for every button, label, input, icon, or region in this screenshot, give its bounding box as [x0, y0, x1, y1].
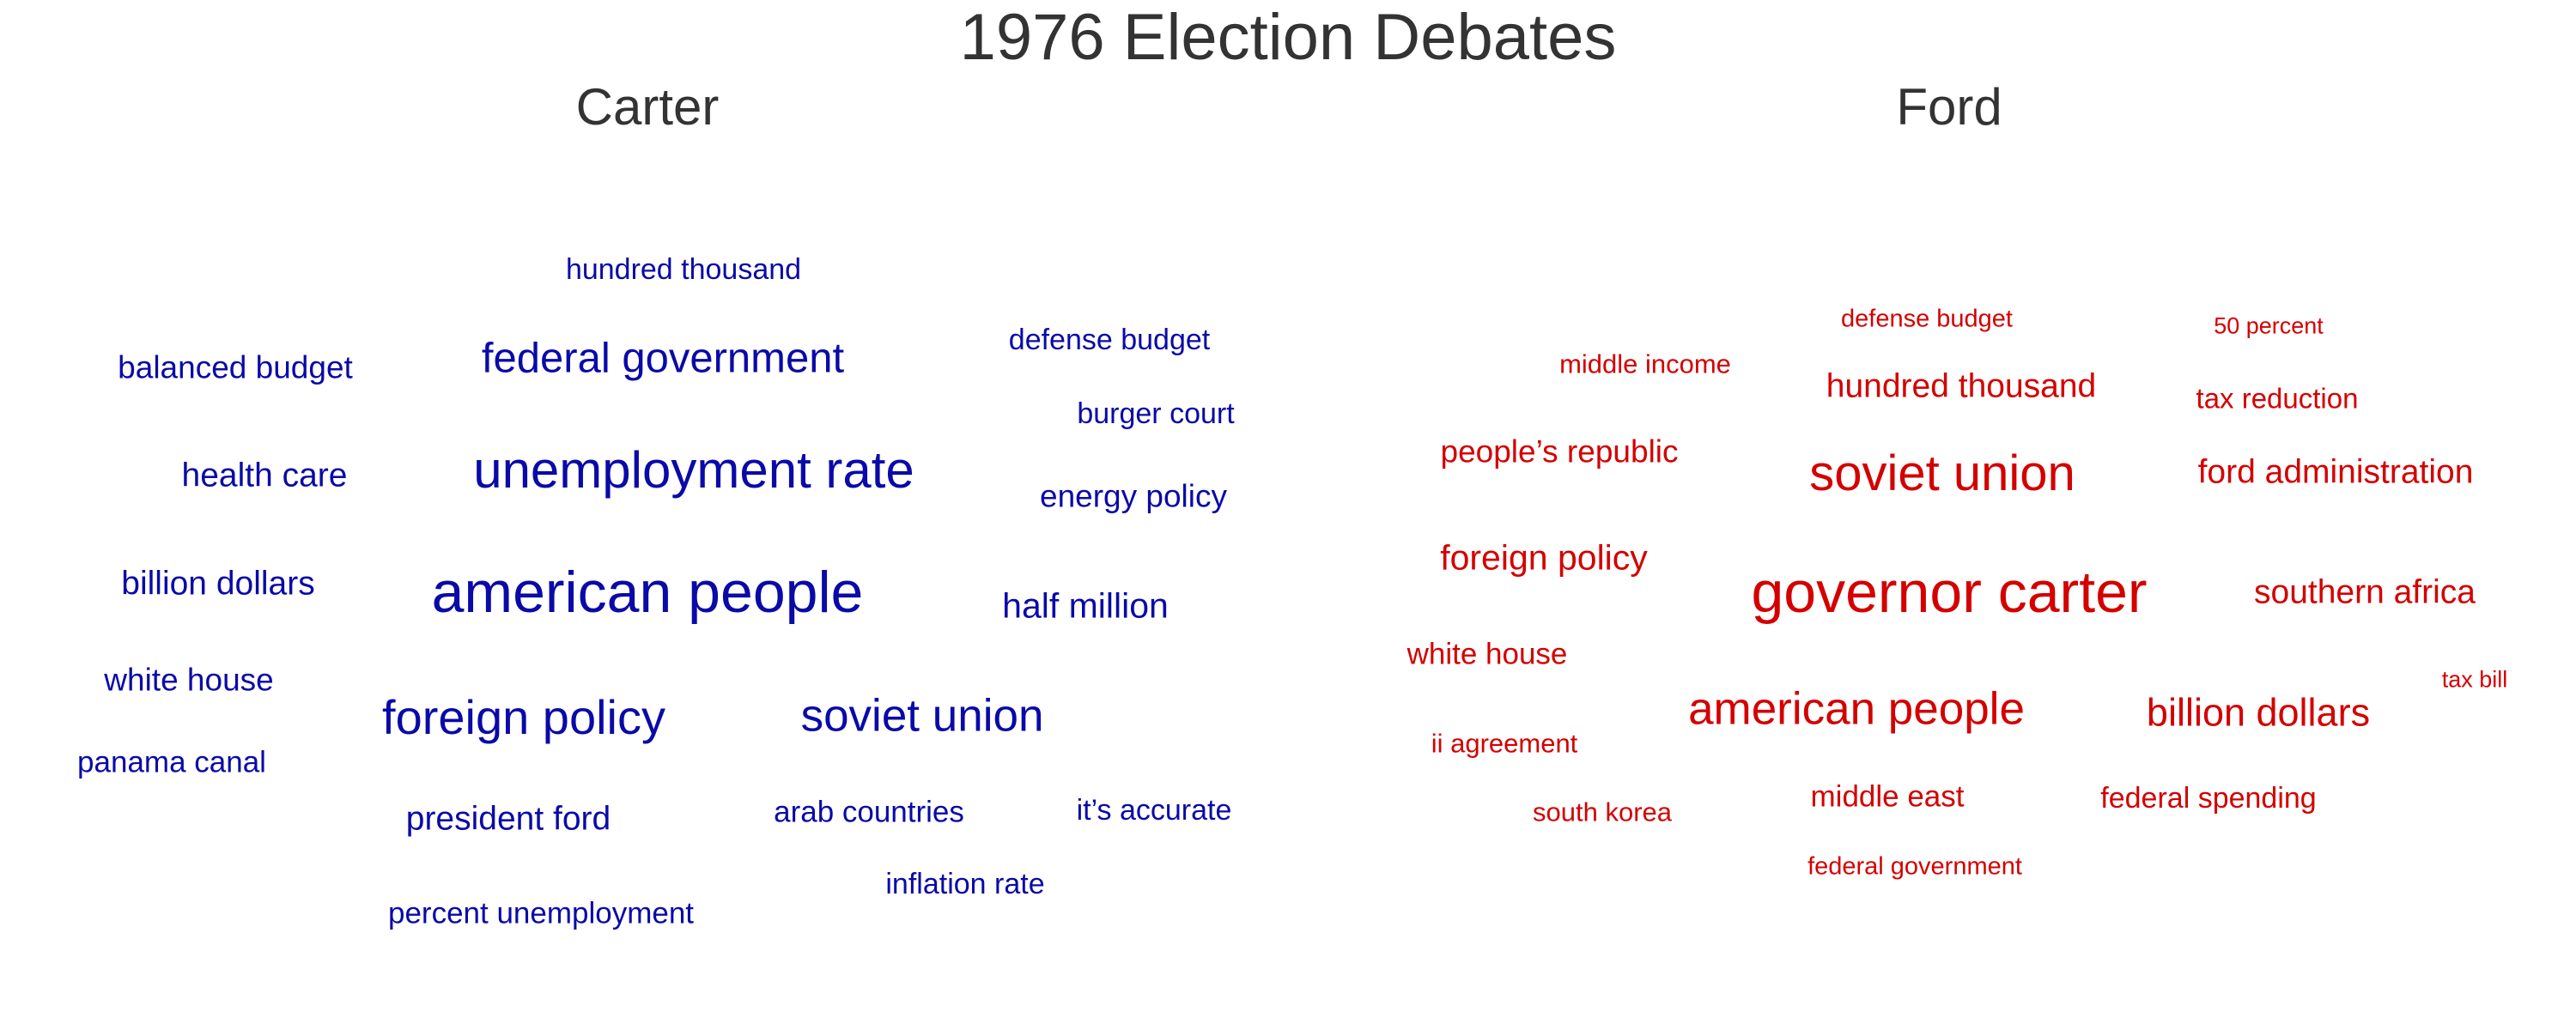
- word-carter-3: soviet union: [800, 690, 1044, 742]
- word-ford-13: middle income: [1559, 348, 1731, 379]
- word-carter-1: unemployment rate: [473, 441, 914, 499]
- word-ford-11: federal spending: [2100, 782, 2317, 815]
- word-ford-16: defense budget: [1841, 305, 2013, 333]
- word-ford-6: southern africa: [2254, 573, 2476, 611]
- word-carter-12: percent unemployment: [387, 896, 695, 930]
- word-carter-10: energy policy: [1039, 478, 1228, 514]
- word-ford-4: foreign policy: [1440, 537, 1648, 578]
- word-carter-5: half million: [1002, 585, 1169, 626]
- word-ford-12: tax reduction: [2196, 382, 2359, 415]
- word-carter-7: health care: [181, 457, 348, 494]
- word-ford-3: billion dollars: [2146, 690, 2371, 735]
- word-ford-2: american people: [1688, 683, 2025, 735]
- word-cloud-ford: governor carter soviet union american peop…: [1288, 0, 2576, 1030]
- word-ford-9: white house: [1406, 637, 1568, 671]
- word-carter-15: hundred thousand: [565, 253, 802, 286]
- word-ford-14: ii agreement: [1431, 728, 1578, 759]
- panel-title-ford: Ford: [1896, 78, 2002, 136]
- word-ford-1: soviet union: [1809, 445, 2075, 501]
- word-carter-0: american people: [431, 560, 864, 625]
- word-carter-11: balanced budget: [118, 349, 353, 385]
- word-ford-7: hundred thousand: [1826, 367, 2097, 405]
- word-carter-2: foreign policy: [382, 690, 665, 744]
- word-cloud-carter: american people unemployment rate foreign …: [77, 253, 1235, 930]
- word-ford-17: federal government: [1807, 852, 2022, 881]
- word-ford-15: south korea: [1533, 797, 1672, 827]
- word-carter-19: inflation rate: [885, 868, 1045, 900]
- word-ford-19: tax bill: [2441, 666, 2508, 693]
- word-ford-18: 50 percent: [2214, 312, 2324, 339]
- word-carter-16: defense budget: [1008, 324, 1211, 356]
- word-ford-5: ford administration: [2197, 453, 2474, 491]
- word-carter-13: panama canal: [77, 745, 266, 779]
- word-carter-8: billion dollars: [121, 565, 315, 603]
- word-carter-17: burger court: [1077, 397, 1235, 430]
- word-carter-18: it’s accurate: [1076, 794, 1232, 827]
- word-carter-4: federal government: [481, 335, 845, 382]
- word-ford-8: people’s republic: [1440, 433, 1679, 470]
- word-carter-9: white house: [104, 662, 274, 698]
- word-ford-0: governor carter: [1751, 560, 2148, 625]
- word-carter-6: president ford: [405, 800, 611, 838]
- panel-title-carter: Carter: [575, 78, 720, 136]
- chart-title: 1976 Election Debates: [959, 1, 1617, 74]
- word-carter-14: arab countries: [774, 795, 964, 829]
- word-ford-10: middle east: [1810, 779, 1965, 814]
